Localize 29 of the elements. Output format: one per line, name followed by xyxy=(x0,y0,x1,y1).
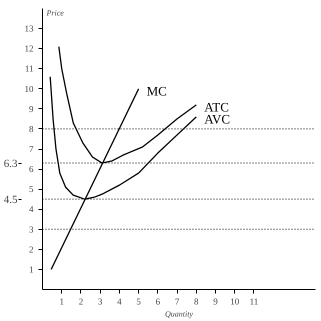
x-tick-label: 11 xyxy=(250,296,258,306)
x-tick-label: 10 xyxy=(230,296,240,306)
x-tick-label: 2 xyxy=(78,296,84,306)
x-tick-label: 1 xyxy=(59,296,64,306)
ref-line-label: 6.3 xyxy=(4,158,18,170)
y-tick-label: 13 xyxy=(24,24,34,34)
y-tick-label: 5 xyxy=(29,184,34,194)
x-tick-label: 9 xyxy=(213,296,218,306)
x-axis-title: Quantity xyxy=(165,310,194,318)
ref-line-label: 4.5 xyxy=(4,194,18,206)
y-tick-label: 7 xyxy=(29,144,34,154)
y-tick-label: 1 xyxy=(29,264,34,274)
series-label: MC xyxy=(146,83,167,98)
y-tick-label: 3 xyxy=(29,224,34,234)
x-tick-label: 6 xyxy=(156,296,161,306)
x-tick-label: 5 xyxy=(136,296,142,306)
y-tick-label: 9 xyxy=(29,104,34,114)
y-axis-title: Price xyxy=(46,8,64,18)
x-tick-label: 3 xyxy=(98,296,103,306)
x-tick-label: 4 xyxy=(117,296,122,306)
y-tick-label: 10 xyxy=(24,84,34,94)
y-tick-label: 11 xyxy=(24,64,34,74)
x-tick-label: 7 xyxy=(174,296,180,306)
y-tick-label: 6 xyxy=(29,164,34,174)
y-tick-label: 2 xyxy=(29,244,34,254)
y-tick-label: 8 xyxy=(29,124,34,134)
y-tick-label: 4 xyxy=(29,204,34,214)
y-tick-label: 12 xyxy=(24,44,34,54)
x-tick-label: 8 xyxy=(194,296,200,306)
